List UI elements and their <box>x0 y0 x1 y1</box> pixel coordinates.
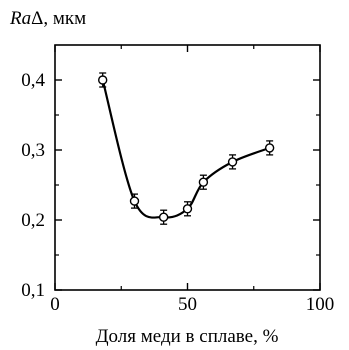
data-point <box>129 193 140 209</box>
data-point <box>182 201 193 217</box>
y-axis-label: RaΔ, мкм <box>9 8 86 29</box>
y-axis-label-rest: Δ, мкм <box>31 8 86 29</box>
data-point-marker <box>97 75 108 85</box>
y-tick-label: 0,4 <box>21 70 45 91</box>
data-point-marker <box>198 177 209 187</box>
x-tick-label: 0 <box>50 294 60 315</box>
axis-ticks <box>54 45 321 291</box>
data-point <box>97 72 108 88</box>
x-tick-label: 100 <box>306 294 335 315</box>
y-tick-label: 0,1 <box>21 280 45 301</box>
data-point-marker <box>129 196 140 206</box>
plot-frame <box>54 44 321 291</box>
fit-curve <box>101 79 270 219</box>
data-point-marker <box>264 143 275 153</box>
x-tick-label: 50 <box>178 294 197 315</box>
data-point <box>227 154 238 170</box>
data-point <box>198 174 209 190</box>
data-point-marker <box>182 204 193 214</box>
y-axis-label-italic: Ra <box>9 8 31 29</box>
data-point-marker <box>158 212 169 222</box>
y-tick-label: 0,3 <box>21 140 45 161</box>
y-tick-label: 0,2 <box>21 210 45 231</box>
data-point <box>158 209 169 225</box>
axis-tick-labels: 0 50 100 0,1 0,2 0,3 0,4 <box>21 70 334 315</box>
data-point <box>264 140 275 156</box>
data-points <box>97 72 275 225</box>
x-axis-label: Доля меди в сплаве, % <box>96 326 279 347</box>
data-point-marker <box>227 157 238 167</box>
